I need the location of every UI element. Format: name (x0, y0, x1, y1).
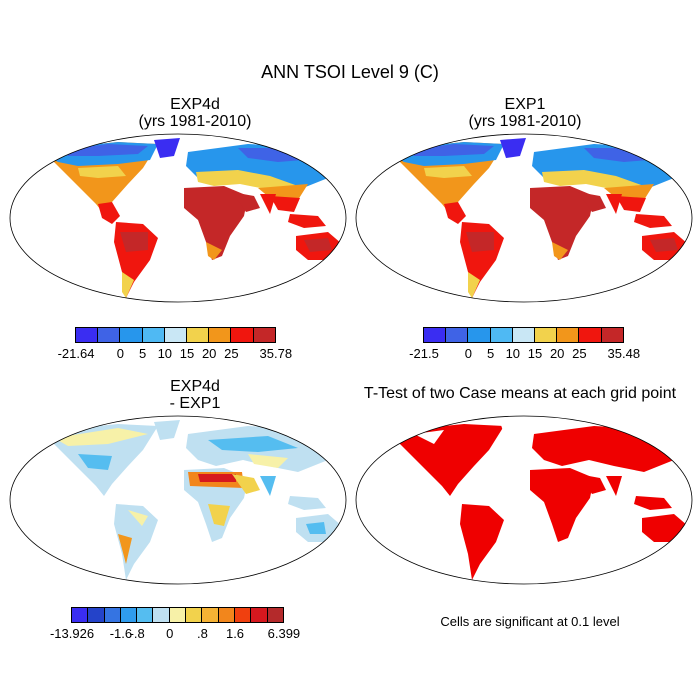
significance-note: Cells are significant at 0.1 level (440, 614, 620, 629)
colorbar-cell (119, 607, 138, 623)
colorbar-tick-label: 20 (201, 346, 217, 361)
map-difference (9, 415, 347, 585)
colorbar-cell (136, 607, 154, 623)
colorbar-tick-label: 6.399 (267, 626, 301, 641)
colorbar-cell (533, 327, 558, 343)
panel-1-title-line2: (yrs 1981-2010) (138, 113, 252, 130)
panel-4-title-line1: T-Test of two Case means at each grid po… (363, 385, 677, 402)
colorbar-tick-label: 15 (527, 346, 543, 361)
colorbar-tick-label: -.8 (129, 626, 145, 641)
colorbar-tick-label: 25 (572, 346, 587, 361)
colorbar-tick-label: 0 (116, 346, 125, 361)
colorbar-cell (119, 327, 143, 343)
colorbar-cell (97, 327, 121, 343)
colorbar-cell (103, 607, 121, 623)
colorbar-cell (168, 607, 187, 623)
colorbar-cell (185, 607, 203, 623)
panel-3-title-line1: EXP4d (170, 378, 220, 395)
panel-3-title-line2: - EXP1 (169, 395, 221, 412)
colorbar-tick-label: 25 (224, 346, 239, 361)
colorbar-tick-label: 5 (138, 346, 147, 361)
colorbar-tick-label: 15 (179, 346, 195, 361)
colorbar-cell (445, 327, 469, 343)
figure-title: ANN TSOI Level 9 (C) (261, 62, 439, 82)
colorbar-tick-label: 10 (505, 346, 521, 361)
colorbar-difference (71, 607, 284, 623)
colorbar-cell (230, 327, 254, 343)
colorbar-cell (600, 327, 624, 343)
colorbar-cell (87, 607, 105, 623)
panel-1-title-line1: EXP4d (170, 96, 220, 113)
map-exp1 (355, 133, 693, 303)
colorbar-tick-label: 20 (549, 346, 565, 361)
panel-3-title: EXP4d - EXP1 (70, 378, 320, 412)
colorbar-cell (208, 327, 232, 343)
colorbar-tick-label: 0 (464, 346, 473, 361)
map-exp4d (9, 133, 347, 303)
colorbar-tick-label: 0 (166, 626, 174, 641)
colorbar-tick-label: 35.48 (607, 346, 641, 361)
panel-4-title: T-Test of two Case means at each grid po… (340, 385, 700, 402)
colorbar-cell (75, 327, 99, 343)
colorbar-cell (511, 327, 535, 343)
colorbar-exp4d (75, 327, 276, 343)
colorbar-cell (266, 607, 284, 623)
colorbar-tick-label: 35.78 (259, 346, 293, 361)
colorbar-cell (217, 607, 235, 623)
colorbar-cell (423, 327, 447, 343)
colorbar-tick-label: 5 (486, 346, 495, 361)
colorbar-cell (489, 327, 513, 343)
colorbar-tick-label: 10 (157, 346, 173, 361)
colorbar-cell (250, 607, 268, 623)
map-ttest (355, 415, 693, 585)
colorbar-cell (152, 607, 170, 623)
colorbar-cell (141, 327, 165, 343)
colorbar-cell (185, 327, 210, 343)
colorbar-tick-label: 1.6 (225, 626, 245, 641)
colorbar-cell (71, 607, 89, 623)
colorbar-cell (163, 327, 187, 343)
colorbar-tick-label: -21.5 (409, 346, 439, 361)
colorbar-cell (556, 327, 580, 343)
colorbar-tick-label: -1.6 (109, 626, 133, 641)
colorbar-tick-label: -13.926 (49, 626, 95, 641)
colorbar-exp1 (423, 327, 624, 343)
panel-2-title: EXP1 (yrs 1981-2010) (400, 96, 650, 130)
panel-1-title: EXP4d (yrs 1981-2010) (70, 96, 320, 130)
panel-2-title-line1: EXP1 (504, 96, 546, 113)
colorbar-cell (578, 327, 602, 343)
panel-2-title-line2: (yrs 1981-2010) (468, 113, 582, 130)
colorbar-cell (252, 327, 276, 343)
colorbar-cell (201, 607, 219, 623)
colorbar-cell (467, 327, 491, 343)
colorbar-tick-label: .8 (196, 626, 208, 641)
colorbar-tick-label: -21.64 (57, 346, 95, 361)
colorbar-cell (233, 607, 252, 623)
